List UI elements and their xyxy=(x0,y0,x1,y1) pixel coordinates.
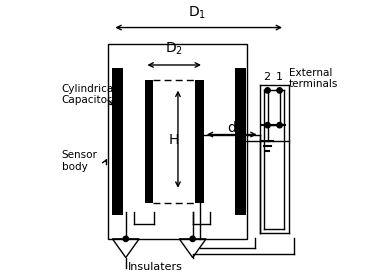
Bar xyxy=(236,68,246,215)
Text: Sensor
body: Sensor body xyxy=(62,150,97,172)
Text: D$_1$: D$_1$ xyxy=(188,4,206,21)
Text: H: H xyxy=(169,133,179,147)
Bar xyxy=(144,80,153,203)
Circle shape xyxy=(197,189,202,195)
Circle shape xyxy=(265,122,270,128)
Text: External
terminals: External terminals xyxy=(289,68,338,89)
Text: D$_2$: D$_2$ xyxy=(165,41,183,57)
Text: d: d xyxy=(227,121,236,135)
Text: Insulaters: Insulaters xyxy=(128,262,183,272)
Circle shape xyxy=(277,122,282,128)
Bar xyxy=(195,80,204,203)
Circle shape xyxy=(123,236,128,241)
Text: 2: 2 xyxy=(263,72,270,82)
Circle shape xyxy=(265,88,270,93)
Circle shape xyxy=(190,236,195,241)
Bar xyxy=(113,68,123,215)
Text: 1: 1 xyxy=(276,72,283,82)
Bar xyxy=(108,44,248,239)
Circle shape xyxy=(277,88,282,93)
Text: Cylindrical
Capacitor: Cylindrical Capacitor xyxy=(62,84,117,105)
